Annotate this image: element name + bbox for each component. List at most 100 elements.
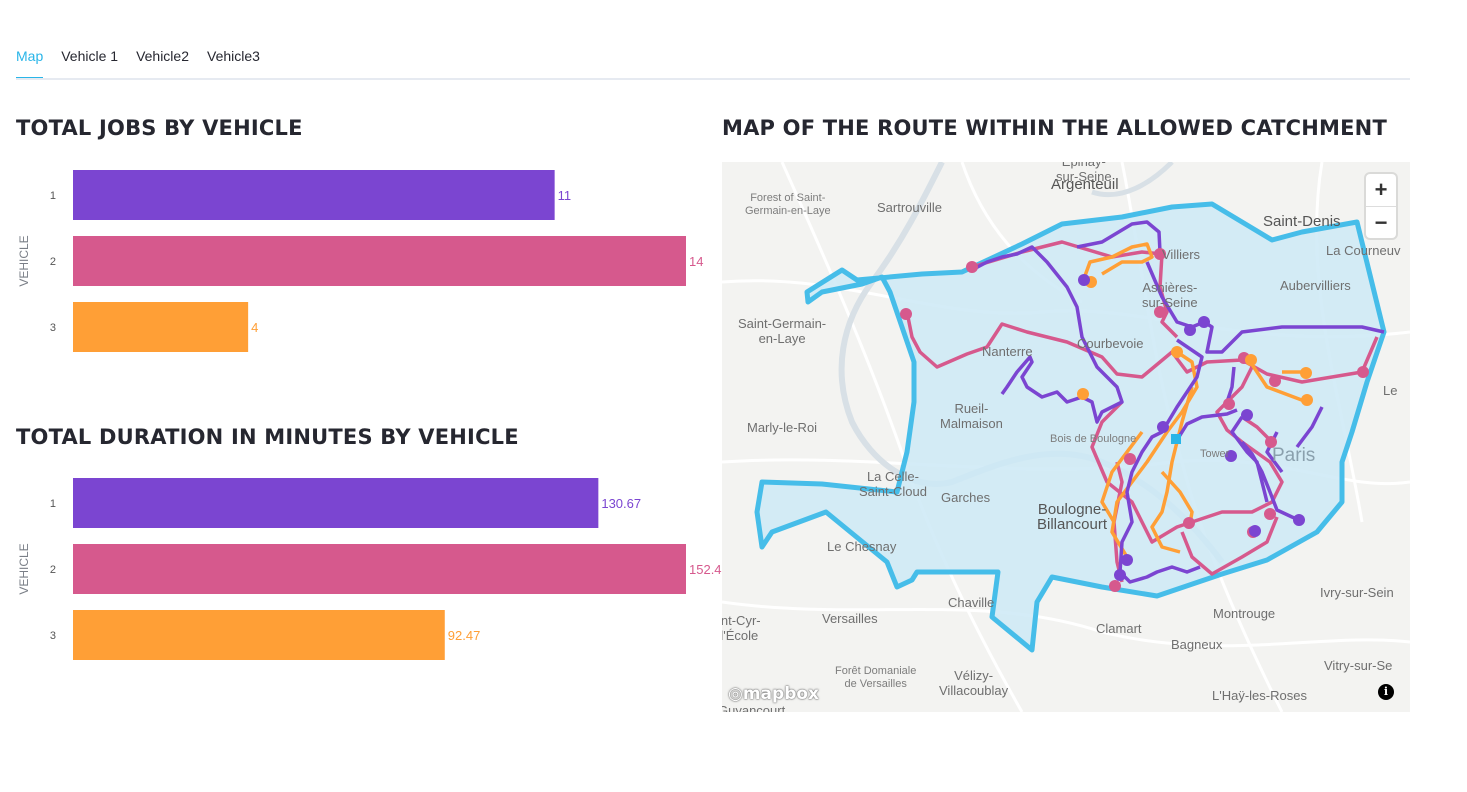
stop-marker[interactable] <box>1225 450 1237 462</box>
place-label: Vitry-sur-Se <box>1324 658 1393 673</box>
stop-marker[interactable] <box>1078 274 1090 286</box>
place-label: Courbevoie <box>1077 336 1144 351</box>
stop-marker[interactable] <box>1300 367 1312 379</box>
place-label: Montrouge <box>1213 606 1276 621</box>
stop-marker[interactable] <box>966 261 978 273</box>
stop-marker[interactable] <box>900 308 912 320</box>
place-label: Tower <box>1200 448 1230 460</box>
place-label: Aubervilliers <box>1280 278 1351 293</box>
stop-marker[interactable] <box>1293 514 1305 526</box>
mapbox-logo-text: mapbox <box>742 684 820 704</box>
duration-chart-title: TOTAL DURATION IN MINUTES BY VEHICLE <box>16 425 519 449</box>
catchment-area <box>754 201 1387 653</box>
stop-marker[interactable] <box>1121 554 1133 566</box>
zoom-out-button[interactable]: − <box>1366 206 1396 239</box>
place-label: int-Cyr- l'École <box>722 613 761 643</box>
zoom-in-button[interactable]: + <box>1374 177 1388 202</box>
stop-marker[interactable] <box>1264 508 1276 520</box>
stop-marker[interactable] <box>1265 436 1277 448</box>
place-label: Asnières- sur-Seine <box>1142 280 1198 310</box>
place-label: Le <box>1383 383 1398 398</box>
y-tick-label: 2 <box>50 564 56 576</box>
place-label: Versailles <box>822 611 878 626</box>
place-label: Épinay- sur-Seine <box>1056 162 1112 184</box>
stop-marker[interactable] <box>1249 525 1261 537</box>
route-map[interactable]: ArgenteuilÉpinay- sur-Seine Saint-Denis Fo… <box>722 162 1410 712</box>
stop-marker[interactable] <box>1109 580 1121 592</box>
tab-bar: Map Vehicle 1 Vehicle2 Vehicle3 <box>16 38 1410 81</box>
vehicle-3-stops <box>1077 276 1313 406</box>
place-label: Sartrouville <box>877 200 943 215</box>
vehicle-1-route <box>971 220 1385 584</box>
stop-marker[interactable] <box>1124 453 1136 465</box>
place-label: Clamart <box>1096 621 1142 636</box>
place-label: Forêt Domaniale de Versailles <box>835 665 917 690</box>
seine-river-north <box>1091 162 1174 198</box>
bar-vehicle-3[interactable] <box>73 610 445 660</box>
tab-vehicle3[interactable]: Vehicle3 <box>207 48 260 64</box>
bar-value-label: 152.47 <box>689 562 729 577</box>
stop-marker[interactable] <box>1157 421 1169 433</box>
place-label: Le Chesnay <box>827 539 897 554</box>
stop-marker[interactable] <box>1245 354 1257 366</box>
place-label: Vélizy- Villacoublay <box>939 668 1009 698</box>
y-tick-label: 3 <box>50 322 56 334</box>
bar-value-label: 92.47 <box>448 628 481 643</box>
stop-marker[interactable] <box>1077 388 1089 400</box>
attribution-info-icon[interactable]: i <box>1378 684 1394 700</box>
place-label: Ivry-sur-Sein <box>1320 585 1394 600</box>
jobs-bar-chart: VEHICLE 1 11 2 14 3 4 <box>16 162 716 362</box>
tab-divider <box>16 78 1410 80</box>
y-tick-label: 1 <box>50 190 56 202</box>
stop-marker[interactable] <box>1241 409 1253 421</box>
y-tick-label: 1 <box>50 498 56 510</box>
y-axis-title: VEHICLE <box>17 543 31 594</box>
stop-marker[interactable] <box>1171 346 1183 358</box>
stop-marker[interactable] <box>1223 398 1235 410</box>
place-label: Villiers <box>1162 247 1201 262</box>
bar-vehicle-3[interactable] <box>73 302 249 352</box>
place-label: Bois de Boulogne <box>1050 433 1137 445</box>
place-label: La Celle- Saint-Cloud <box>859 469 927 499</box>
place-label: Forest of Saint- Germain-en-Laye <box>745 192 831 217</box>
duration-chart-svg: VEHICLE 1 130.67 2 152.47 3 92.47 <box>17 478 729 660</box>
tab-vehicle-1[interactable]: Vehicle 1 <box>61 48 119 64</box>
map-canvas[interactable] <box>722 162 1410 712</box>
place-label: Saint-Germain- en-Laye <box>738 316 827 346</box>
mapbox-logo-icon: ◎ <box>728 684 743 704</box>
duration-bar-chart: VEHICLE 1 130.67 2 152.47 3 92.47 <box>16 470 729 670</box>
vehicle-1-stops <box>1078 274 1305 581</box>
tab-map[interactable]: Map <box>16 48 44 80</box>
place-label: Bagneux <box>1171 637 1223 652</box>
bar-value-label: 4 <box>251 320 258 335</box>
y-tick-label: 2 <box>50 256 56 268</box>
place-label: Argenteuil <box>1051 176 1119 193</box>
stop-marker[interactable] <box>1301 394 1313 406</box>
stop-marker[interactable] <box>1269 375 1281 387</box>
y-tick-label: 3 <box>50 630 56 642</box>
bar-vehicle-1[interactable] <box>73 478 599 528</box>
bar-vehicle-1[interactable] <box>73 170 555 220</box>
place-label: Nanterre <box>982 344 1033 359</box>
bar-vehicle-2[interactable] <box>73 236 686 286</box>
stop-marker[interactable] <box>1154 248 1166 260</box>
place-label: Boulogne- Billancourt <box>1037 501 1108 533</box>
depot-marker[interactable] <box>1171 434 1181 444</box>
place-label: Guyancourt <box>722 703 786 712</box>
mapbox-logo[interactable]: ◎mapbox <box>728 684 819 704</box>
map-title: MAP OF THE ROUTE WITHIN THE ALLOWED CATC… <box>722 116 1387 140</box>
y-axis-title: VEHICLE <box>17 235 31 286</box>
stop-marker[interactable] <box>1198 316 1210 328</box>
stop-marker[interactable] <box>1114 569 1126 581</box>
stop-marker[interactable] <box>1184 324 1196 336</box>
bar-value-label: 130.67 <box>601 496 641 511</box>
jobs-chart-title: TOTAL JOBS BY VEHICLE <box>16 116 303 140</box>
place-label: Paris <box>1272 445 1316 466</box>
stop-marker[interactable] <box>1183 517 1195 529</box>
stop-marker[interactable] <box>1154 306 1166 318</box>
stop-marker[interactable] <box>1357 366 1369 378</box>
place-label: La Courneuv <box>1326 243 1401 258</box>
tab-vehicle2[interactable]: Vehicle2 <box>136 48 189 64</box>
place-label: Garches <box>941 490 991 505</box>
bar-vehicle-2[interactable] <box>73 544 686 594</box>
